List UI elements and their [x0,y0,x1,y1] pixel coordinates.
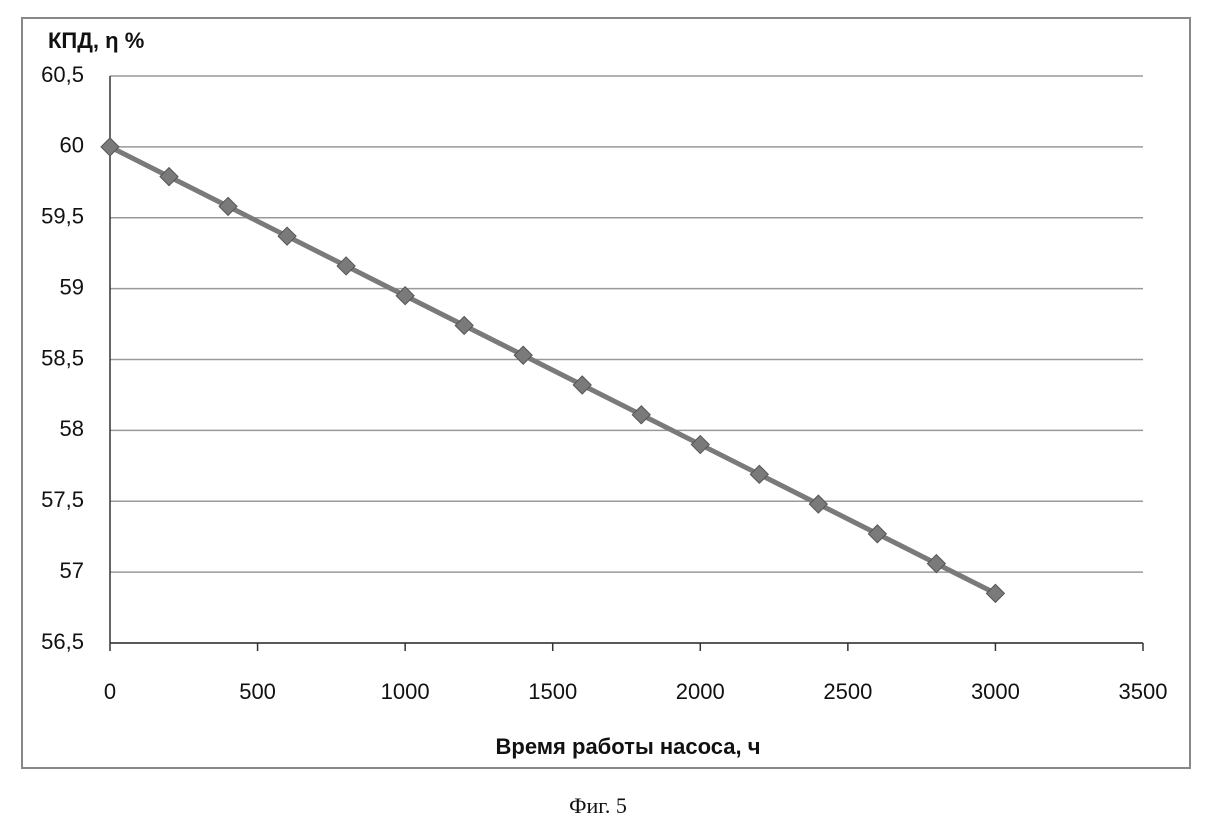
y-tick-label: 58 [60,416,84,441]
y-tick-label: 56,5 [41,629,84,654]
x-axis-label: Время работы насоса, ч [496,734,761,759]
data-point [573,376,591,394]
x-tick-label: 1000 [381,679,430,704]
data-point [101,138,119,156]
data-point [632,406,650,424]
x-tick-label: 3500 [1119,679,1168,704]
data-line [110,147,995,594]
data-point [691,436,709,454]
data-point [278,227,296,245]
figure-caption: Фиг. 5 [569,793,627,818]
data-point [514,346,532,364]
y-tick-label: 57,5 [41,487,84,512]
x-tick-label: 3000 [971,679,1020,704]
chart-frame [22,18,1190,768]
y-tick-label: 59 [60,274,84,299]
data-point [396,287,414,305]
y-tick-label: 59,5 [41,204,84,229]
y-tick-label: 60 [60,133,84,158]
data-point [927,555,945,573]
y-axis-label: КПД, η % [48,28,144,53]
data-point [986,584,1004,602]
data-point [337,257,355,275]
x-tick-label: 2500 [823,679,872,704]
y-tick-label: 60,5 [41,62,84,87]
data-point [868,525,886,543]
x-tick-label: 2000 [676,679,725,704]
x-tick-label: 1500 [528,679,577,704]
y-tick-label: 57 [60,558,84,583]
y-tick-label: 58,5 [41,345,84,370]
x-tick-label: 0 [104,679,116,704]
data-point [750,465,768,483]
x-tick-label: 500 [239,679,276,704]
data-point [219,197,237,215]
data-point [455,316,473,334]
chart: КПД, η % Время работы насоса, ч Фиг. 5 5… [0,0,1205,832]
data-point [160,168,178,186]
data-point [809,495,827,513]
